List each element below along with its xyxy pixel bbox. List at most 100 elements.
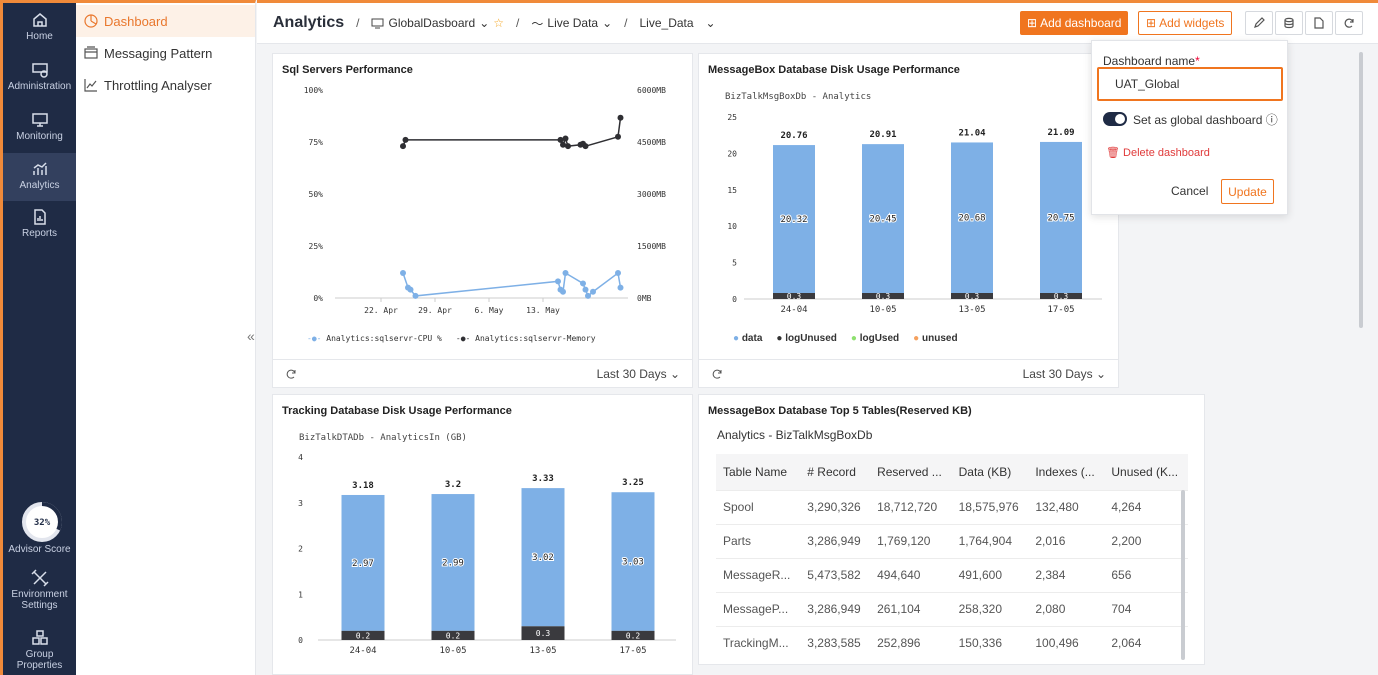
widget-title: Sql Servers Performance (282, 64, 413, 76)
table-scrollbar[interactable] (1181, 490, 1185, 660)
y-tick-label: 0 (732, 295, 737, 304)
dashboard-name-label-text: Dashboard name (1103, 54, 1196, 68)
bar-data-label: 2.99 (442, 558, 464, 568)
rail-item-monitoring[interactable]: Monitoring (3, 111, 76, 151)
y-left-tick-label: 50% (309, 190, 324, 199)
rail-label-monitoring: Monitoring (16, 131, 63, 142)
rail-item-group-properties[interactable]: Group Properties (3, 629, 76, 673)
bar-logunused-label: 0.2 (446, 631, 461, 640)
submenu-item-dashboard[interactable]: Dashboard (76, 5, 255, 37)
legend-item-logunused[interactable]: ● logUnused (776, 333, 837, 344)
legend-item-logused[interactable]: ● logUsed (851, 333, 899, 344)
required-marker: * (1195, 54, 1200, 68)
submenu-item-throttling-analyser[interactable]: Throttling Analyser (76, 69, 255, 101)
file-export-icon (1314, 17, 1324, 29)
bar-total-label: 3.25 (622, 478, 644, 488)
refresh-button[interactable] (1335, 11, 1363, 35)
table-cell: Spool (716, 489, 801, 524)
legend-item-cpu[interactable]: -●- Analytics:sqlservr-CPU % (307, 334, 442, 343)
y-tick-label: 0 (298, 636, 303, 645)
dashboard-selector[interactable]: GlobalDasboard ⌄ ☆ (371, 16, 504, 30)
legend-item-data[interactable]: ● data (733, 333, 762, 344)
sql-line-chart: 0% 25% 50% 75% 100% 0MB 1500MB 3000MB 4500MB 6000… (304, 86, 666, 315)
export-button[interactable] (1305, 11, 1333, 35)
bar-logunused (521, 626, 565, 640)
data-point (580, 280, 586, 287)
table-row[interactable]: MessageR... 5,473,582 494,640 491,600 2,… (716, 557, 1188, 592)
rail-item-reports[interactable]: Reports (3, 208, 76, 248)
legend-label-unused: unused (922, 333, 958, 344)
bar-data-label: 20.75 (1047, 213, 1074, 223)
live-data-selector[interactable]: 〜 Live Data ⌄ (531, 15, 612, 32)
legend-item-memory[interactable]: -●- Analytics:sqlservr-Memory (456, 334, 596, 343)
dashboard-name-input[interactable]: UAT_Global (1097, 67, 1283, 101)
star-icon[interactable]: ☆ (493, 16, 505, 30)
y-tick-label: 10 (727, 222, 737, 231)
data-point (565, 143, 571, 150)
column-header[interactable]: Reserved ... (870, 454, 952, 490)
rail-item-analytics[interactable]: Analytics (3, 153, 76, 201)
table-subtitle: Analytics - BizTalkMsgBoxDb (717, 428, 873, 442)
column-header[interactable]: # Record (800, 454, 871, 490)
bar-total-label: 20.76 (780, 131, 807, 141)
data-point (560, 288, 566, 295)
y-tick-label: 1 (298, 590, 303, 599)
add-widgets-button[interactable]: ⊞ Add widgets (1138, 11, 1233, 35)
data-point (400, 270, 406, 277)
advisor-score-value: 32% (34, 518, 51, 528)
legend-label-cpu: Analytics:sqlservr-CPU % (326, 334, 442, 343)
submenu-item-messaging-pattern[interactable]: Messaging Pattern (76, 37, 255, 69)
bar-data (951, 142, 993, 293)
legend-item-unused[interactable]: ● unused (913, 333, 957, 344)
time-range-selector[interactable]: Last 30 Days ⌄ (596, 366, 680, 381)
data-point (562, 135, 569, 142)
edit-dashboard-popover: Dashboard name* UAT_Global Set as global… (1091, 40, 1288, 215)
legend-marker-memory: -●- (455, 334, 471, 343)
table-row[interactable]: Parts 3,286,949 1,769,120 1,764,904 2,01… (716, 523, 1188, 558)
rail-item-administration[interactable]: Administration (3, 61, 76, 101)
advisor-score-gauge[interactable]: 32% (20, 500, 64, 544)
cancel-button[interactable]: Cancel (1171, 184, 1209, 198)
refresh-icon[interactable] (711, 368, 723, 380)
column-header[interactable]: Indexes (... (1028, 454, 1105, 490)
edit-dashboard-button[interactable] (1245, 11, 1273, 35)
chart-subtitle: BizTalkDTADb - AnalyticsIn (GB) (299, 433, 467, 443)
rail-item-home[interactable]: Home (3, 11, 76, 51)
update-button[interactable]: Update (1221, 179, 1274, 204)
column-header[interactable]: Data (KB) (951, 454, 1029, 490)
rail-item-environment[interactable]: Environment Settings (3, 569, 76, 613)
data-point (615, 133, 621, 140)
global-dashboard-toggle[interactable] (1103, 112, 1127, 126)
database-button[interactable] (1275, 11, 1303, 35)
time-range-selector[interactable]: Last 30 Days ⌄ (1022, 366, 1106, 381)
table-row[interactable]: TrackingM... 3,283,585 252,896 150,336 1… (716, 625, 1188, 660)
page-scrollbar[interactable] (1359, 52, 1363, 328)
table-row[interactable]: MessageP... 3,286,949 261,104 258,320 2,… (716, 591, 1188, 626)
y-right-tick-label: 3000MB (637, 190, 666, 199)
info-icon[interactable]: ⓘ (1265, 113, 1278, 127)
data-point (412, 292, 419, 299)
server-gear-icon (31, 63, 48, 78)
y-tick-label: 3 (298, 499, 303, 508)
delete-dashboard-link[interactable]: 🗑 Delete dashboard (1106, 146, 1210, 159)
y-tick-label: 15 (727, 186, 737, 195)
legend-label-memory: Analytics:sqlservr-Memory (475, 334, 596, 343)
data-point (585, 292, 591, 299)
legend-dot-logunused: ● (776, 333, 783, 344)
y-right-tick-label: 4500MB (637, 138, 666, 147)
table-cell: 1,769,120 (870, 523, 952, 558)
analytics-submenu: Dashboard Messaging Pattern Throttling A… (76, 0, 256, 675)
bar-total-label: 3.18 (352, 481, 374, 491)
add-dashboard-button[interactable]: ⊞ Add dashboard (1020, 11, 1129, 35)
y-left-tick-label: 75% (309, 138, 324, 147)
rail-label-group-2: Properties (16, 660, 63, 671)
bar-total-label: 3.33 (532, 474, 554, 484)
collapse-sidebar-button[interactable]: « (247, 328, 255, 344)
refresh-icon[interactable] (285, 368, 297, 380)
column-header[interactable]: Unused (K... (1104, 454, 1188, 490)
rail-label-home: Home (26, 31, 53, 42)
column-header[interactable]: Table Name (716, 454, 801, 490)
monitor-icon (371, 18, 384, 28)
live-data-name-selector[interactable]: Live_Data ⌄ (640, 16, 716, 30)
table-row[interactable]: Spool 3,290,326 18,712,720 18,575,976 13… (716, 489, 1188, 524)
